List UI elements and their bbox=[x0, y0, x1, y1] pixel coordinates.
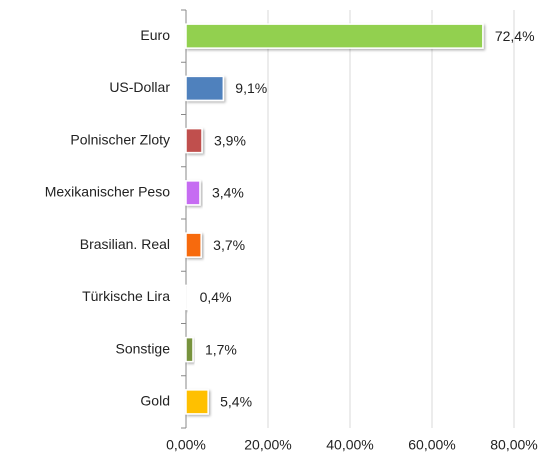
bar bbox=[185, 75, 225, 102]
y-tick-label: Polnischer Zloty bbox=[70, 131, 170, 147]
y-tick-label: Türkische Lira bbox=[82, 288, 170, 304]
y-tick-label: Gold bbox=[140, 393, 170, 409]
y-tick-label: US-Dollar bbox=[109, 79, 170, 95]
value-label: 3,7% bbox=[213, 237, 245, 253]
x-tick-label: 60,00% bbox=[408, 437, 455, 453]
value-label: 3,9% bbox=[214, 132, 246, 148]
value-label: 9,1% bbox=[235, 80, 267, 96]
bar bbox=[185, 284, 189, 311]
x-tick-label: 80,00% bbox=[490, 437, 537, 453]
value-label: 0,4% bbox=[200, 289, 232, 305]
y-tick-label: Brasilian. Real bbox=[80, 236, 170, 252]
x-tick-label: 40,00% bbox=[326, 437, 373, 453]
value-label: 1,7% bbox=[205, 341, 237, 357]
x-tick-label: 20,00% bbox=[244, 437, 291, 453]
value-label: 5,4% bbox=[220, 394, 252, 410]
y-tick-label: Euro bbox=[140, 27, 170, 43]
bar bbox=[185, 232, 202, 258]
bar bbox=[185, 336, 194, 363]
bar bbox=[185, 180, 201, 206]
y-tick-label: Sonstige bbox=[116, 340, 171, 356]
value-label: 3,4% bbox=[212, 185, 244, 201]
bar bbox=[185, 127, 203, 154]
y-tick-label: Mexikanischer Peso bbox=[45, 184, 170, 200]
x-tick-label: 0,00% bbox=[166, 437, 206, 453]
bar bbox=[185, 389, 209, 415]
value-label: 72,4% bbox=[495, 28, 535, 44]
bar bbox=[185, 23, 484, 49]
